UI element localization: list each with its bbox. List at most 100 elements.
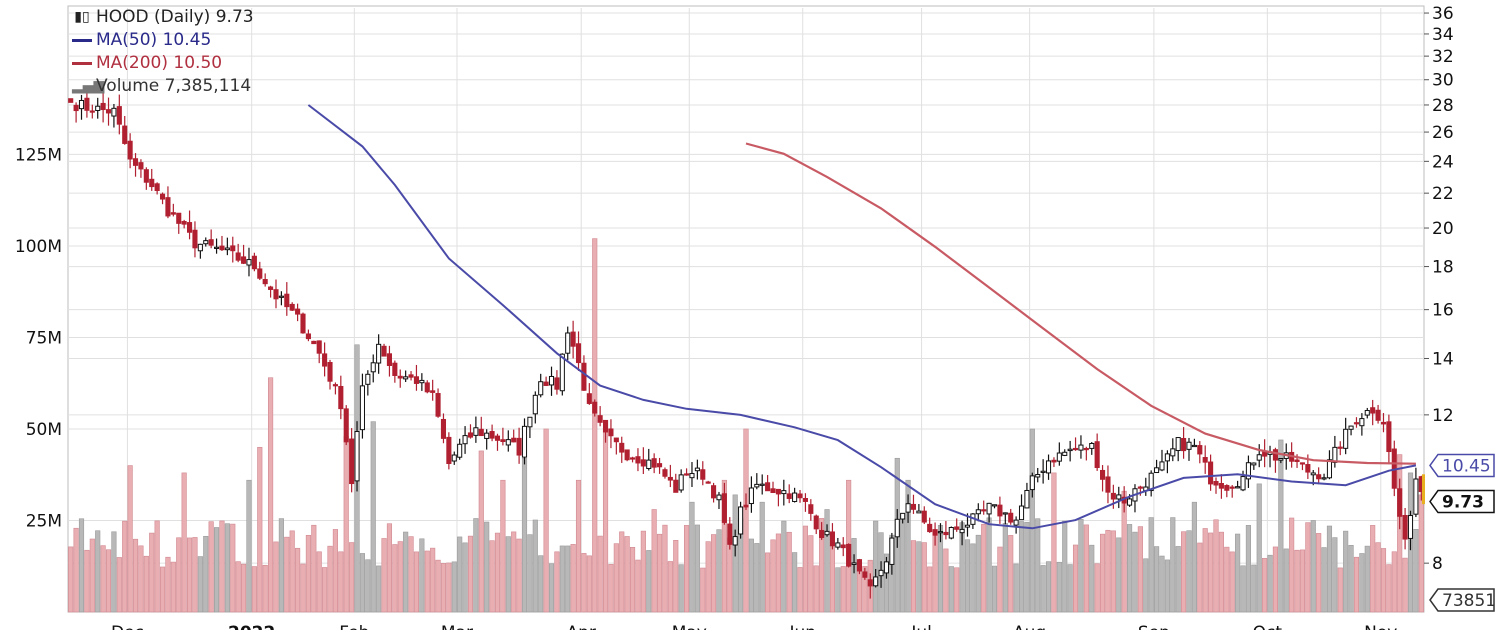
volume-bar — [273, 541, 279, 613]
candle-body — [754, 483, 760, 488]
candle-body — [84, 97, 90, 111]
candle-body — [219, 245, 225, 251]
volume-bar — [149, 532, 155, 613]
chart-legend: ▮▯ HOOD (Daily) 9.73 MA(50) 10.45 MA(200… — [72, 6, 254, 98]
candle-body — [105, 109, 112, 114]
price-tick-label: 22 — [1432, 184, 1454, 204]
candle-body — [332, 384, 338, 387]
candle-body — [214, 246, 220, 249]
candle-body — [856, 559, 863, 572]
candle-body — [424, 382, 430, 393]
volume-bar — [1316, 533, 1322, 613]
price-tick-label: 24 — [1432, 152, 1454, 172]
volume-bar — [181, 472, 187, 613]
volume-bar — [1186, 530, 1192, 613]
candle-body — [646, 459, 652, 469]
candle-body — [1310, 472, 1316, 476]
candle-body — [262, 279, 268, 285]
volume-bar — [224, 523, 230, 613]
volume-bar — [662, 524, 668, 613]
volume-bar — [608, 564, 614, 613]
candle-body — [916, 510, 922, 514]
volume-bar — [673, 540, 679, 613]
candle-body — [435, 393, 441, 417]
current-price-marker — [1422, 474, 1425, 505]
volume-bar — [775, 533, 781, 613]
candle-body — [143, 169, 149, 183]
candle-body — [500, 439, 506, 442]
candle-body — [684, 473, 690, 476]
candle-body — [943, 531, 949, 536]
candle-body — [711, 485, 717, 499]
volume-bar — [1348, 545, 1354, 613]
candle-body — [851, 562, 857, 565]
candle-body — [284, 293, 290, 308]
volume-bar — [754, 543, 760, 613]
volume-bar — [991, 565, 998, 613]
volume-tick-label: 100M — [15, 237, 62, 257]
volume-bar — [1110, 530, 1116, 613]
candle-body — [840, 544, 846, 549]
candle-body — [505, 439, 511, 446]
candle-body — [1154, 467, 1160, 474]
volume-bar — [927, 566, 933, 613]
volume-bar — [1332, 537, 1338, 613]
volume-bar — [721, 479, 727, 613]
candle-body — [673, 479, 679, 493]
candle-body — [473, 427, 479, 436]
candle-body — [738, 506, 744, 535]
candle-body — [921, 510, 927, 523]
volume-bar — [1045, 561, 1052, 613]
volume-bar — [840, 566, 846, 613]
volume-bar — [786, 531, 792, 613]
volume-bar — [770, 539, 776, 613]
month-label: May — [672, 623, 707, 630]
volume-bar — [819, 518, 825, 613]
volume-bar — [548, 563, 555, 613]
candle-body — [1272, 449, 1278, 461]
candle-body — [1164, 453, 1170, 462]
volume-bar — [592, 238, 598, 613]
legend-title-row: ▮▯ HOOD (Daily) 9.73 — [72, 6, 253, 29]
candle-body — [1332, 446, 1338, 463]
volume-bar — [1132, 531, 1138, 613]
volume-bar — [1413, 529, 1419, 613]
candle-body — [1137, 486, 1143, 489]
volume-bar — [1218, 531, 1224, 613]
candle-body — [419, 379, 425, 384]
volume-bar — [1213, 519, 1219, 613]
volume-bar — [1143, 558, 1149, 613]
candle-body — [181, 221, 187, 225]
candle-body — [138, 162, 144, 170]
volume-bar — [457, 536, 463, 613]
volume-bar — [700, 567, 706, 613]
candle-body — [95, 105, 101, 111]
candle-body — [575, 343, 582, 364]
candle-body — [338, 385, 344, 410]
candle-body — [635, 456, 641, 464]
candle-body — [1072, 447, 1079, 451]
volume-bar — [165, 556, 171, 613]
candle-body — [608, 428, 614, 437]
month-label: Apr — [567, 623, 596, 630]
volume-bar — [365, 559, 371, 613]
volume-bar — [327, 545, 333, 613]
legend-ma50: MA(50) 10.45 — [96, 30, 212, 50]
volume-bar — [624, 536, 630, 613]
volume-bar — [111, 531, 117, 613]
volume-bar — [781, 520, 787, 613]
moving-averages — [307, 104, 1417, 530]
volume-bar — [970, 543, 976, 613]
volume-bar — [1375, 542, 1381, 613]
volume-bar — [392, 544, 398, 613]
candle-body — [565, 332, 571, 354]
volume-bar — [1278, 439, 1284, 613]
candle-body — [910, 503, 917, 510]
volume-bar — [575, 479, 582, 613]
volume-bar — [511, 531, 517, 613]
candle-body — [770, 488, 776, 494]
volume-bar — [1035, 518, 1041, 613]
volume-bar — [349, 542, 355, 613]
volume-bar — [543, 428, 549, 613]
month-label: Jun — [788, 623, 816, 630]
